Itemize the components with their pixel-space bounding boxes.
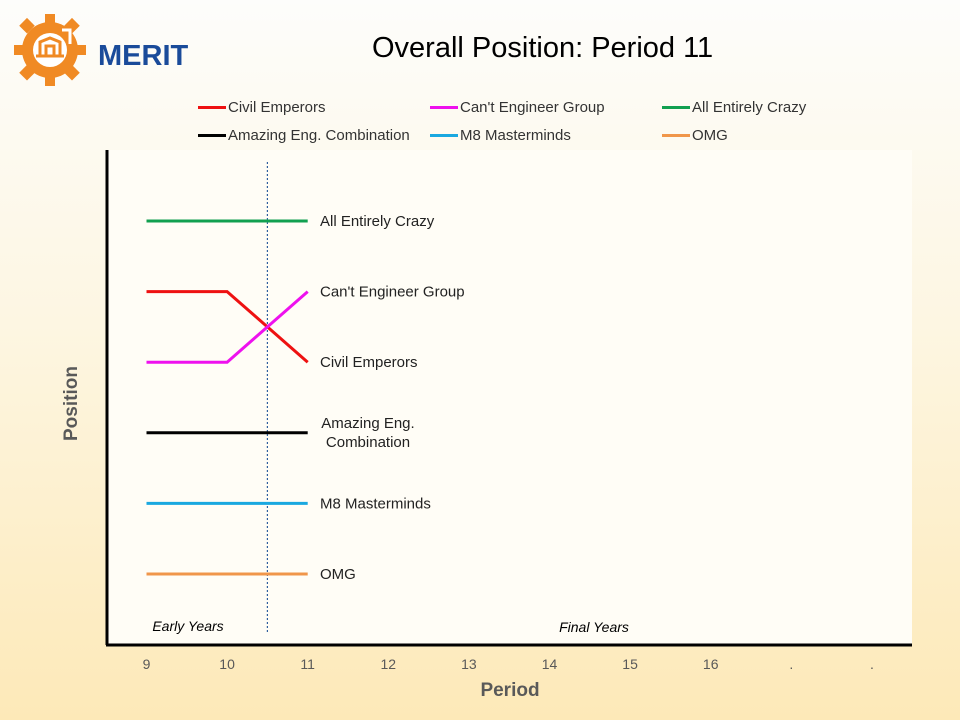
x-tick-label: 10	[219, 656, 235, 672]
x-tick-label: 16	[703, 656, 719, 672]
legend-item: Civil Emperors	[198, 97, 326, 117]
plot-background	[107, 150, 912, 645]
legend-swatch	[662, 105, 690, 109]
legend-swatch	[430, 133, 458, 137]
chart-title: Overall Position: Period 11	[372, 32, 714, 64]
y-axis-label: Position	[61, 366, 82, 441]
legend-item: All Entirely Crazy	[662, 97, 806, 117]
logo-text: MERIT	[98, 40, 189, 72]
series-end-label: Can't Engineer Group	[320, 284, 465, 301]
legend-label: Civil Emperors	[228, 98, 326, 116]
legend-swatch	[662, 133, 690, 137]
x-tick-label: 11	[300, 656, 315, 672]
x-tick-label: .	[870, 656, 874, 672]
x-tick-label: 13	[461, 656, 477, 672]
x-tick-label: 15	[622, 656, 638, 672]
legend-label: OMG	[692, 126, 728, 144]
x-axis-label: Period	[480, 680, 540, 701]
legend-swatch	[430, 105, 458, 109]
series-end-label: M8 Masterminds	[320, 495, 431, 512]
legend-item: OMG	[662, 125, 728, 145]
legend-label: All Entirely Crazy	[692, 98, 807, 116]
legend-item: Can't Engineer Group	[430, 97, 605, 117]
legend-swatch	[198, 105, 226, 109]
series-line	[146, 290, 309, 364]
legend-label: Can't Engineer Group	[460, 98, 605, 116]
x-tick-label: 9	[143, 656, 151, 672]
x-tick-label: 12	[381, 656, 397, 672]
series-end-label: OMG	[320, 566, 356, 583]
legend-label: Amazing Eng. Combination	[228, 126, 410, 144]
early-years-label: Early Years	[152, 618, 223, 634]
final-years-label: Final Years	[559, 619, 629, 635]
gear-icon	[14, 14, 86, 86]
series-line	[146, 290, 309, 364]
x-tick-label: .	[789, 656, 793, 672]
x-tick-label: 14	[542, 656, 558, 672]
legend-item: M8 Masterminds	[430, 125, 571, 145]
legend-swatch	[198, 133, 226, 137]
series-end-label: All Entirely Crazy	[320, 213, 435, 230]
series-end-label: Civil Emperors	[320, 354, 418, 371]
series-end-label: Amazing Eng. Combination	[321, 415, 414, 451]
legend: Civil Emperors Can't Engineer Group All En…	[198, 97, 898, 147]
legend-item: Amazing Eng. Combination	[198, 125, 410, 145]
legend-label: M8 Masterminds	[460, 126, 571, 144]
merit-logo: MERIT	[10, 10, 188, 90]
